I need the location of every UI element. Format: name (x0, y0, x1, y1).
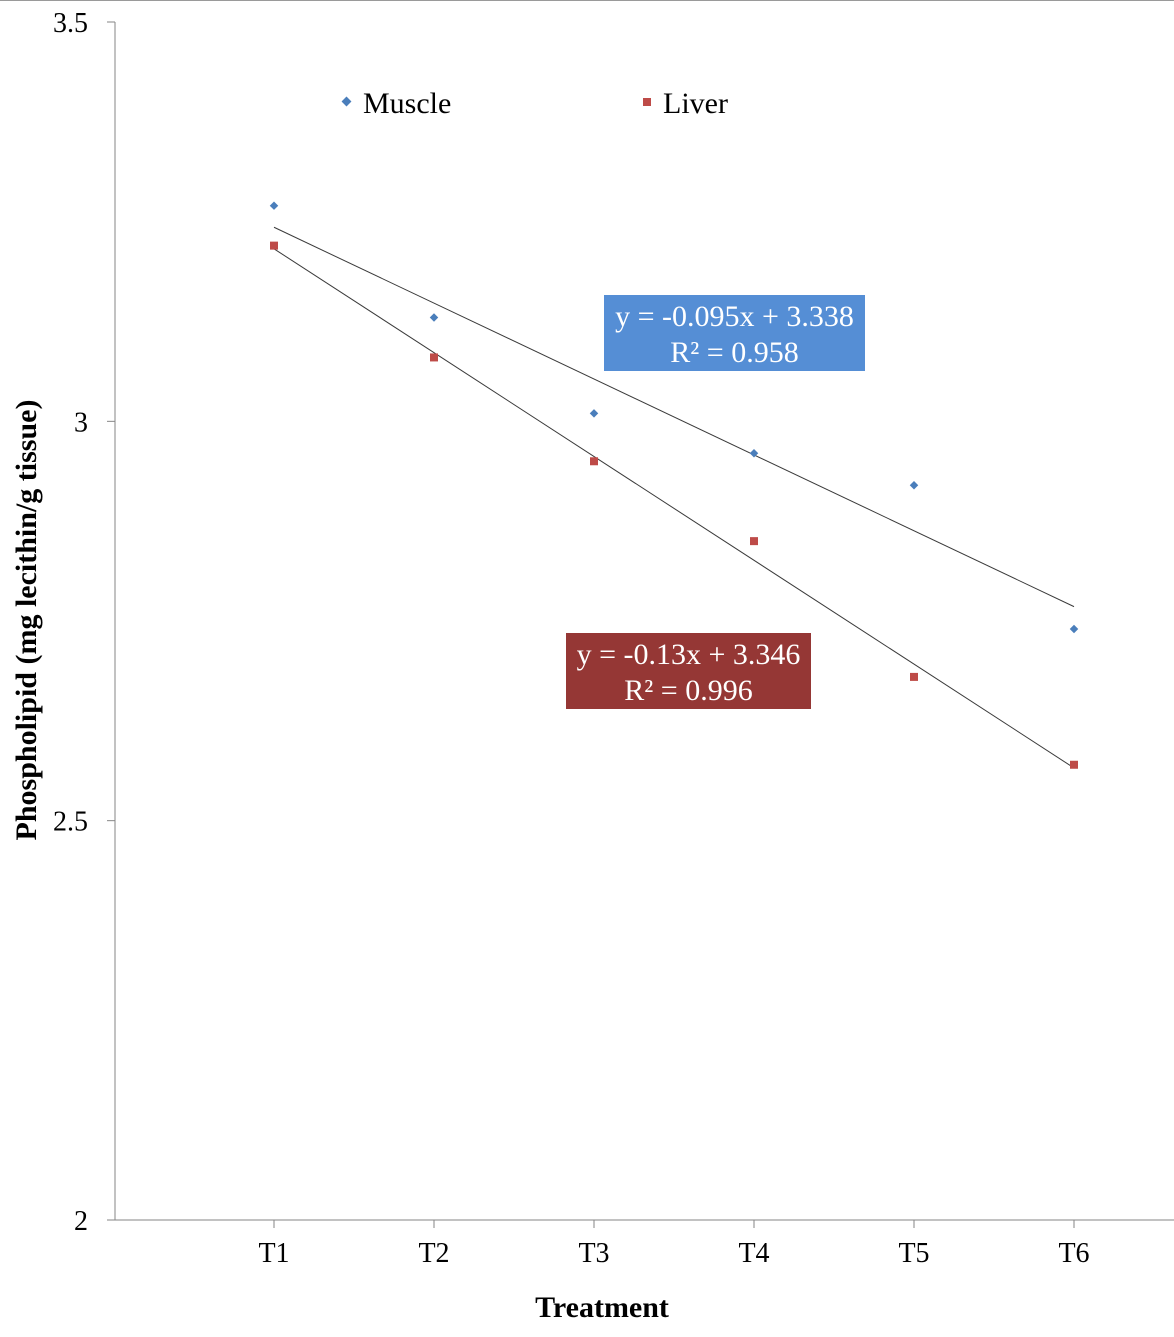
x-tick-label: T5 (898, 1238, 929, 1269)
trendlines (273, 226, 1075, 769)
x-tick-label: T3 (578, 1238, 609, 1269)
point-muscle (1069, 624, 1079, 634)
equation-liver: y = -0.13x + 3.346 (577, 638, 801, 671)
trendline-muscle (273, 226, 1075, 608)
legend-liver-marker (643, 98, 651, 106)
point-liver (430, 353, 438, 362)
equation-box-muscle-bg (604, 295, 865, 371)
legend: Muscle Liver (341, 87, 728, 120)
y-tick-label: 3.5 (53, 8, 88, 39)
legend-muscle-label: Muscle (363, 87, 451, 120)
equation-box-liver-bg (566, 633, 811, 709)
x-tick-label: T4 (738, 1238, 769, 1269)
x-tick-label: T6 (1058, 1238, 1089, 1269)
x-tick-label: T2 (418, 1238, 449, 1269)
point-liver (750, 537, 758, 546)
x-tick-label: T1 (258, 1238, 289, 1269)
y-tick-label: 2 (74, 1206, 88, 1237)
point-muscle (589, 409, 599, 418)
point-muscle (749, 449, 759, 458)
point-liver (270, 241, 278, 250)
trendline-liver (273, 248, 1075, 769)
point-muscle (429, 313, 439, 322)
point-muscle (909, 480, 919, 490)
axes: 2 2.5 3 3.5 T1 T2 T3 T4 T5 T6 (53, 8, 1174, 1269)
data-points (269, 201, 1079, 769)
point-muscle (269, 201, 279, 210)
point-liver (1070, 760, 1078, 769)
r2-muscle: R² = 0.958 (670, 336, 798, 369)
equation-muscle: y = -0.095x + 3.338 (615, 300, 854, 333)
equation-box-muscle: y = -0.095x + 3.338 R² = 0.958 (604, 295, 865, 371)
y-tick-label: 3 (74, 407, 88, 438)
point-liver (910, 672, 918, 681)
equation-box-liver: y = -0.13x + 3.346 R² = 0.996 (566, 633, 811, 709)
x-axis-title: Treatment (535, 1291, 669, 1324)
point-liver (590, 457, 598, 466)
legend-muscle-marker (341, 96, 352, 107)
y-axis-title: Phospholipid (mg lecithin/g tissue) (10, 400, 43, 841)
legend-liver-label: Liver (663, 87, 728, 120)
y-tick-label: 2.5 (53, 807, 88, 838)
r2-liver: R² = 0.996 (624, 674, 752, 707)
